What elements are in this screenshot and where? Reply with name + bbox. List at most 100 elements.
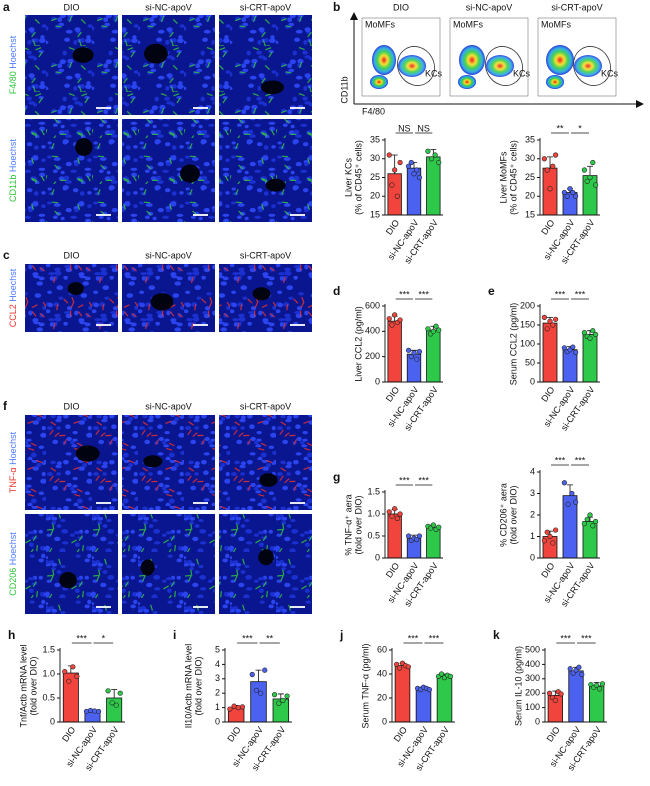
stain-name: Hoechst — [8, 268, 18, 302]
axes — [539, 304, 600, 383]
data-point — [426, 686, 432, 693]
x-tick-label: DIO — [539, 385, 556, 404]
vessel — [265, 178, 286, 192]
y-axis-label: Liver CCL2 (pg/ml) — [353, 306, 363, 382]
y-tick-label: 0 — [215, 716, 220, 726]
data-point — [249, 671, 255, 678]
data-point — [572, 193, 579, 199]
y-tick-label: 400 — [365, 326, 380, 336]
data-point — [430, 522, 436, 528]
axis-label: CD11b — [339, 76, 349, 103]
bar — [415, 688, 432, 723]
axes — [539, 470, 600, 559]
data-point — [546, 690, 553, 696]
data-point — [408, 354, 414, 360]
data-point — [581, 167, 588, 173]
data-point — [541, 156, 548, 162]
y-axis-label: (fold over DIO) — [353, 495, 363, 554]
data-point — [405, 347, 412, 353]
data-point — [590, 159, 596, 166]
y-tick-label: 0 — [50, 716, 55, 726]
data-point — [592, 331, 599, 338]
y-tick-label: 200 — [525, 688, 540, 698]
vessel — [260, 80, 285, 95]
data-point — [547, 533, 553, 540]
data-point — [227, 706, 233, 712]
data-point — [587, 335, 593, 341]
column-header: si-CRT-apoV — [240, 401, 291, 411]
y-axis-label: (% of CD45⁺ cells) — [353, 140, 363, 215]
significance-label: *** — [560, 633, 571, 643]
panel-label: c — [3, 248, 10, 262]
data-point — [70, 664, 76, 670]
micrograph — [122, 415, 215, 510]
data-point — [392, 506, 398, 512]
y-tick-label: 1.0 — [42, 668, 55, 678]
population — [574, 55, 602, 77]
arrow-head — [636, 100, 644, 108]
data-point — [411, 350, 417, 356]
y-axis-label: Serum IL-10 (pg/ml) — [513, 646, 523, 726]
data-point — [432, 152, 438, 158]
data-point — [405, 664, 411, 670]
x-tick-label: DIO — [545, 725, 562, 744]
significance-label: *** — [408, 633, 419, 643]
significance-label: *** — [575, 455, 586, 465]
significance-label: *** — [429, 633, 440, 643]
data-point — [570, 189, 576, 196]
significance-label: * — [578, 123, 582, 133]
data-point — [592, 182, 599, 188]
y-tick-label: 400 — [525, 659, 540, 669]
data-point — [62, 668, 68, 675]
axes — [224, 648, 292, 723]
significance-label: *** — [575, 289, 586, 299]
stain-label: F4/80 Hoechst — [8, 35, 18, 94]
data-point — [66, 678, 72, 684]
data-point — [590, 523, 596, 529]
data-point — [565, 501, 571, 507]
bar — [394, 665, 411, 723]
data-point — [447, 673, 453, 680]
panel-label: i — [173, 628, 176, 642]
y-axis-label: Liver KCs — [343, 157, 353, 197]
significance-label: *** — [242, 633, 253, 643]
vessel — [72, 47, 94, 63]
stain-label: CD206 Hoechst — [8, 532, 18, 596]
x-tick-label: DIO — [60, 725, 77, 744]
bar — [582, 334, 598, 383]
y-tick-label: 5 — [215, 644, 220, 654]
data-point — [569, 490, 575, 497]
data-point — [276, 700, 282, 706]
y-tick-label: 60 — [377, 644, 387, 654]
x-tick-label: DIO — [392, 725, 409, 744]
x-tick-label: DIO — [384, 385, 401, 404]
significance-label: *** — [76, 633, 87, 643]
data-point — [596, 686, 603, 692]
marker-name: F4/80 — [8, 71, 18, 94]
significance-label: ** — [556, 123, 564, 133]
y-tick-label: 1.0 — [367, 508, 380, 518]
data-point — [587, 174, 593, 181]
significance-label: *** — [399, 475, 410, 485]
gate-label: KCs — [601, 68, 619, 78]
micrograph — [219, 15, 312, 115]
axes — [59, 648, 125, 723]
micrograph — [122, 15, 215, 115]
data-point — [550, 322, 556, 328]
data-point — [405, 533, 412, 539]
data-point — [271, 692, 278, 698]
data-point — [416, 349, 423, 355]
y-tick-label: 1.5 — [42, 644, 55, 654]
vessel — [144, 43, 168, 64]
population — [372, 45, 396, 75]
panel-label: e — [488, 284, 495, 298]
panel-label: k — [493, 628, 500, 642]
data-point — [430, 328, 436, 334]
gate-label: KCs — [513, 68, 531, 78]
population — [546, 75, 564, 89]
significance-label: NS — [398, 123, 411, 133]
data-point — [109, 700, 115, 706]
data-point — [408, 159, 414, 166]
bar — [542, 167, 558, 216]
bar — [426, 526, 441, 559]
